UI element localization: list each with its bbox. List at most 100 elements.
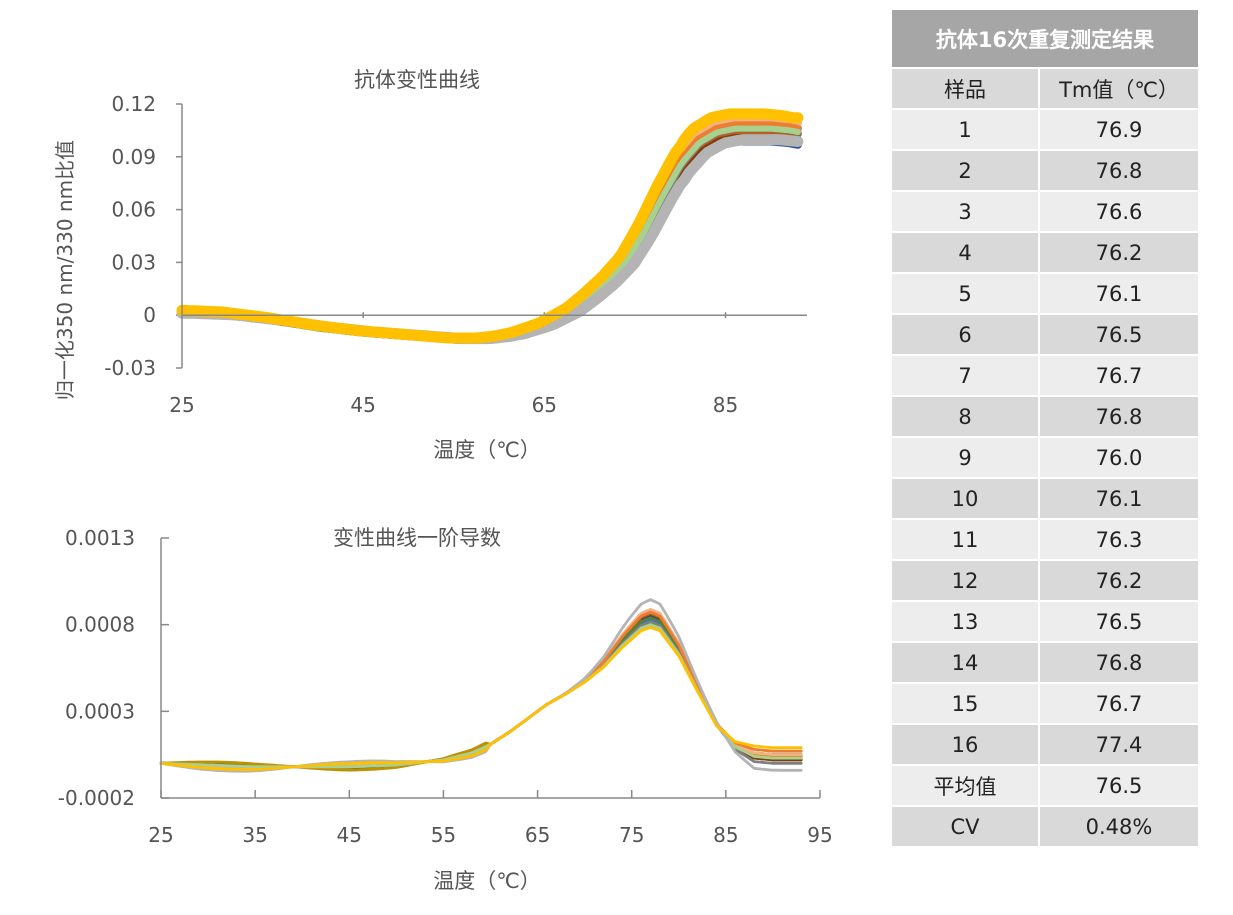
bottom-series-line-11 <box>159 610 803 769</box>
table-row: 12 76.2 <box>890 559 1201 602</box>
bottom-series-line-14 <box>159 626 803 771</box>
table-row: 3 76.6 <box>890 190 1201 233</box>
bottom-chart-title: 变性曲线一阶导数 <box>333 526 501 550</box>
top-series-line-1 <box>178 137 802 343</box>
top-x-tick-label: 85 <box>713 393 738 417</box>
tm-value-cell: 77.4 <box>1037 723 1201 766</box>
tm-results-table: 抗体16次重复测定结果 样品 Tm值（℃） 1 76.9 2 76.8 3 76.6 4 76… <box>889 8 1201 848</box>
bottom-x-tick-label: 35 <box>242 823 267 847</box>
table-row: 8 76.8 <box>890 395 1201 438</box>
tm-value-cell: 76.2 <box>1037 559 1201 602</box>
tm-value-cell: 0.48% <box>1037 805 1201 848</box>
table-row: 2 76.8 <box>890 149 1201 192</box>
top-chart-x-axis-label: 温度（℃） <box>433 438 541 462</box>
tm-value-cell: 76.7 <box>1037 682 1201 725</box>
sample-cell: 15 <box>890 682 1040 725</box>
sample-cell: 12 <box>890 559 1040 602</box>
derivative-curve-chart: 变性曲线一阶导数 温度（℃） 0.0013 0.0008 0.0003 -0.0002… <box>58 526 833 893</box>
bottom-x-tick-label: 55 <box>431 823 456 847</box>
bottom-chart-ticks: 0.0013 0.0008 0.0003 -0.0002 25 35 45 55 65 75 85 9… <box>58 526 833 847</box>
table-row: 1 76.9 <box>890 108 1201 151</box>
top-series-line-5 <box>178 132 802 342</box>
tm-value-cell: 76.6 <box>1037 190 1201 233</box>
bottom-y-tick-label: -0.0002 <box>58 786 135 810</box>
bottom-x-tick-label: 75 <box>619 823 644 847</box>
top-y-tick-label: 0.03 <box>111 250 156 274</box>
charts-area: 抗体变性曲线 归一化350 nm/330 nm比值 温度（℃） 0.12 0.09… <box>53 68 833 893</box>
table-row: 11 76.3 <box>890 518 1201 561</box>
sample-cell: 7 <box>890 354 1040 397</box>
tm-value-cell: 76.5 <box>1037 764 1201 807</box>
table-body: 样品 Tm值（℃） 1 76.9 2 76.8 3 76.6 4 76.2 5 76.1 6 76.5… <box>890 67 1201 848</box>
sample-cell: 3 <box>890 190 1040 233</box>
denaturation-curve-chart: 抗体变性曲线 归一化350 nm/330 nm比值 温度（℃） 0.12 0.09… <box>53 68 807 462</box>
bottom-x-tick-label: 65 <box>525 823 550 847</box>
top-x-tick-label: 65 <box>532 393 557 417</box>
sample-cell: 2 <box>890 149 1040 192</box>
sample-cell: 4 <box>890 231 1040 274</box>
table-row: 6 76.5 <box>890 313 1201 356</box>
table-row: 10 76.1 <box>890 477 1201 520</box>
tm-value-cell: 76.5 <box>1037 313 1201 356</box>
top-y-tick-label: 0.12 <box>111 92 156 116</box>
bottom-y-tick-label: 0.0013 <box>65 526 135 550</box>
table-row: 14 76.8 <box>890 641 1201 684</box>
bottom-series-line-9 <box>159 609 803 772</box>
tm-value-cell: 76.8 <box>1037 641 1201 684</box>
top-chart-title: 抗体变性曲线 <box>354 68 480 92</box>
tm-value-cell: 76.0 <box>1037 436 1201 479</box>
sample-cell: 平均值 <box>890 764 1040 807</box>
top-series-line-4 <box>178 133 802 344</box>
bottom-x-tick-label: 85 <box>713 823 738 847</box>
tm-value-cell: 76.8 <box>1037 149 1201 192</box>
top-x-tick-label: 45 <box>350 393 375 417</box>
tm-value-cell: 76.2 <box>1037 231 1201 274</box>
top-y-tick-label: 0 <box>143 303 156 327</box>
sample-cell: 16 <box>890 723 1040 766</box>
tm-value-cell: 76.7 <box>1037 354 1201 397</box>
table-row: 4 76.2 <box>890 231 1201 274</box>
top-chart-ticks: 0.12 0.09 0.06 0.03 0 -0.03 25 45 65 85 <box>104 92 738 417</box>
top-chart-series <box>176 108 804 345</box>
tm-value-cell: 76.1 <box>1037 477 1201 520</box>
column-header-sample: 样品 <box>890 67 1040 110</box>
sample-cell: 10 <box>890 477 1040 520</box>
sample-cell: 14 <box>890 641 1040 684</box>
tm-value-cell: 76.3 <box>1037 518 1201 561</box>
sample-cell: 13 <box>890 600 1040 643</box>
sample-cell: 9 <box>890 436 1040 479</box>
bottom-chart-series <box>159 598 803 773</box>
tm-value-cell: 76.9 <box>1037 108 1201 151</box>
sample-cell: 6 <box>890 313 1040 356</box>
sample-cell: 5 <box>890 272 1040 315</box>
bottom-chart-x-axis-label: 温度（℃） <box>433 869 541 893</box>
bottom-y-tick-label: 0.0003 <box>65 699 135 723</box>
table-title: 抗体16次重复测定结果 <box>889 8 1201 69</box>
tm-value-cell: 76.5 <box>1037 600 1201 643</box>
top-y-tick-label: 0.06 <box>111 198 156 222</box>
table-row: CV 0.48% <box>890 805 1201 848</box>
top-y-tick-label: 0.09 <box>111 145 156 169</box>
column-header-tm: Tm值（℃） <box>1037 67 1201 110</box>
top-series-line-14 <box>176 108 804 344</box>
top-y-tick-label: -0.03 <box>104 356 156 380</box>
top-series-line-13 <box>176 134 804 345</box>
table-header-row: 样品 Tm值（℃） <box>890 67 1201 110</box>
bottom-y-tick-label: 0.0008 <box>65 613 135 637</box>
tm-value-cell: 76.1 <box>1037 272 1201 315</box>
bottom-series-line-5 <box>159 609 803 769</box>
table-row: 5 76.1 <box>890 272 1201 315</box>
top-x-tick-label: 25 <box>169 393 194 417</box>
table-row: 平均值 76.5 <box>890 764 1201 807</box>
sample-cell: 8 <box>890 395 1040 438</box>
bottom-x-tick-label: 45 <box>337 823 362 847</box>
bottom-x-tick-label: 95 <box>807 823 832 847</box>
sample-cell: 11 <box>890 518 1040 561</box>
table-row: 7 76.7 <box>890 354 1201 397</box>
sample-cell: 1 <box>890 108 1040 151</box>
top-chart-y-axis-label: 归一化350 nm/330 nm比值 <box>53 140 77 400</box>
sample-cell: CV <box>890 805 1040 848</box>
table-row: 16 77.4 <box>890 723 1201 766</box>
table-row: 13 76.5 <box>890 600 1201 643</box>
tm-value-cell: 76.8 <box>1037 395 1201 438</box>
